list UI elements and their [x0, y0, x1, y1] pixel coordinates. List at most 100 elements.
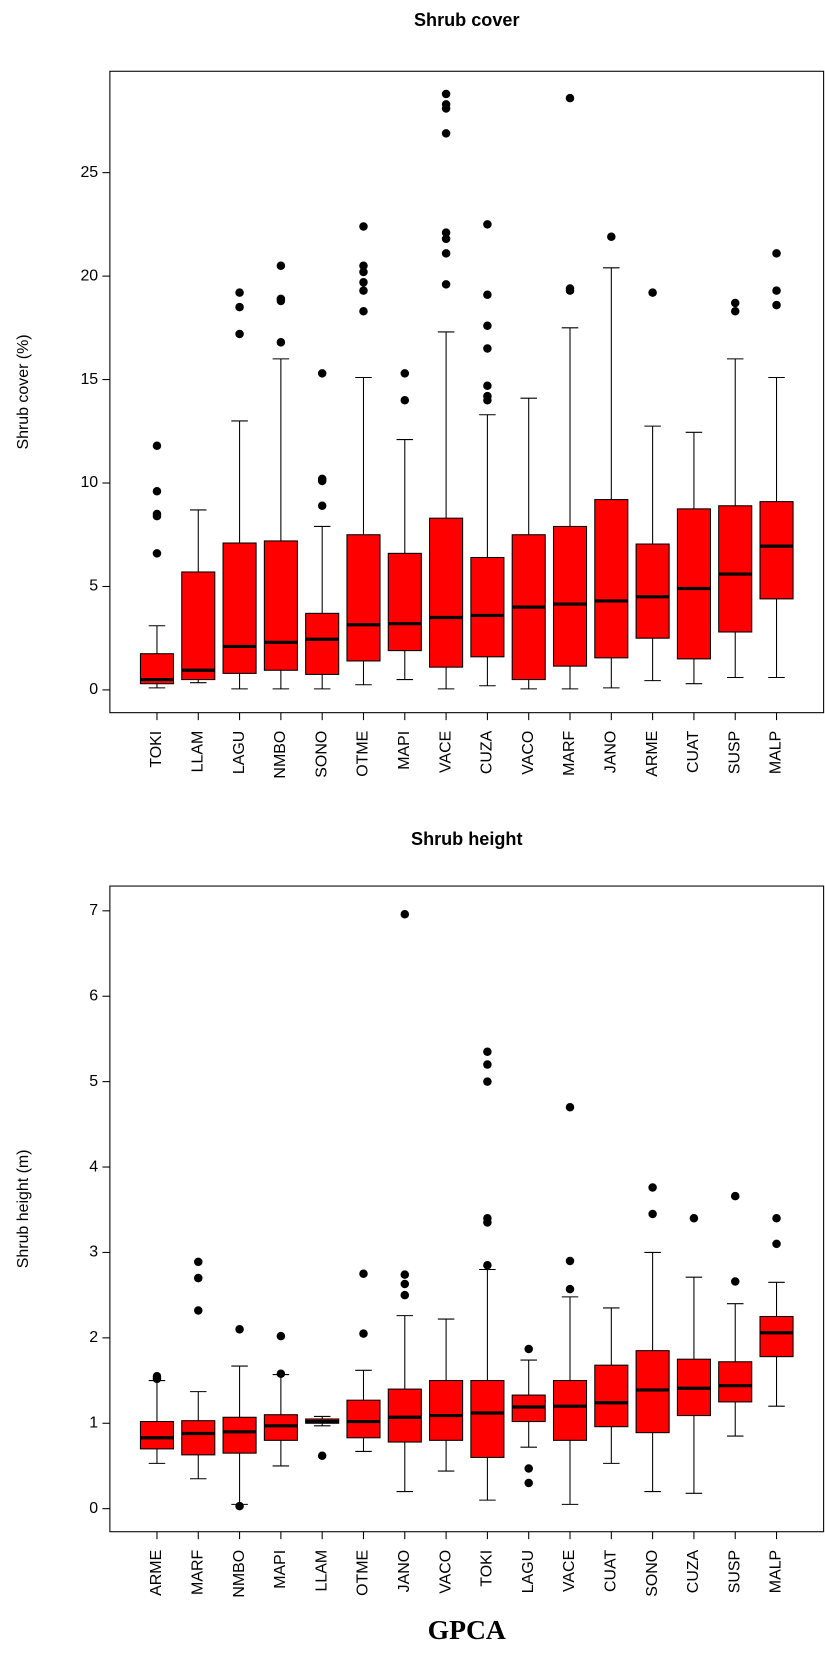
- x-tick-label: OTME: [355, 731, 372, 777]
- outlier: [648, 1183, 657, 1192]
- outlier: [730, 307, 740, 316]
- outlier: [276, 1369, 286, 1378]
- box: [552, 525, 588, 667]
- y-tick-label: 5: [89, 578, 98, 595]
- outlier: [565, 286, 575, 295]
- box: [552, 1380, 588, 1441]
- outlier: [194, 1306, 203, 1315]
- outlier: [772, 1214, 781, 1223]
- y-tick-label: 20: [80, 267, 98, 284]
- outlier: [483, 395, 492, 405]
- x-tick-label: MALP: [768, 731, 785, 774]
- outlier: [441, 249, 451, 258]
- outlier: [730, 298, 740, 308]
- outlier: [152, 441, 162, 451]
- outlier: [152, 1374, 162, 1384]
- x-tick-label: VACE: [437, 731, 454, 773]
- x-tick-label: NMBO: [272, 731, 289, 779]
- outlier: [235, 329, 244, 339]
- outlier: [565, 93, 575, 103]
- outlier: [235, 302, 244, 312]
- outlier: [483, 1261, 492, 1270]
- outlier: [607, 232, 616, 242]
- x-tick-label: CUAT: [685, 730, 702, 772]
- box: [263, 540, 298, 671]
- x-tick-label: NMBO: [231, 1550, 248, 1598]
- x-tick-label: MALP: [768, 1550, 785, 1593]
- outlier: [483, 1218, 492, 1227]
- outlier: [359, 261, 368, 271]
- box: [759, 501, 794, 600]
- outlier: [648, 288, 657, 297]
- y-tick-label: 15: [80, 371, 98, 388]
- outlier: [359, 1329, 368, 1338]
- outlier: [359, 286, 368, 295]
- x-tick-label: VACO: [437, 1550, 454, 1594]
- x-tick-label: SUSP: [726, 731, 743, 774]
- box: [387, 552, 422, 652]
- box: [346, 1399, 381, 1439]
- y-tick-label: 10: [80, 474, 98, 491]
- box: [718, 505, 753, 633]
- x-tick-label: CUZA: [685, 1549, 702, 1593]
- outlier: [648, 1209, 657, 1219]
- box: [470, 1380, 505, 1458]
- outlier: [317, 476, 327, 486]
- box: [718, 1361, 753, 1403]
- x-tick-label: SONO: [644, 1550, 661, 1597]
- y-tick-label: 6: [89, 987, 98, 1004]
- outlier: [772, 286, 781, 295]
- plot-frame: [109, 885, 825, 1533]
- box: [429, 517, 464, 668]
- x-tick-label: MARF: [189, 1550, 206, 1595]
- outlier: [441, 228, 451, 237]
- outlier: [359, 1269, 368, 1279]
- y-tick-label: 7: [89, 902, 98, 919]
- outlier: [276, 296, 286, 306]
- box: [222, 1416, 257, 1454]
- x-tick-label: MARF: [561, 730, 578, 775]
- outlier: [483, 1077, 492, 1086]
- x-tick-label: MAPI: [272, 1550, 289, 1589]
- outlier: [400, 1279, 410, 1289]
- outlier: [235, 1501, 244, 1511]
- outlier: [483, 1060, 492, 1069]
- box: [305, 612, 340, 675]
- outlier: [317, 1451, 327, 1460]
- outlier: [483, 1047, 492, 1056]
- x-tick-label: LAGU: [231, 731, 248, 774]
- outlier: [772, 249, 781, 258]
- box: [594, 499, 629, 659]
- x-tick-label: LAGU: [520, 1550, 537, 1593]
- box: [263, 1414, 298, 1441]
- y-tick-label: 2: [89, 1329, 98, 1346]
- outlier: [441, 234, 451, 244]
- x-tick-label: CUZA: [479, 730, 496, 774]
- outlier: [524, 1478, 533, 1488]
- outlier: [400, 395, 410, 405]
- outlier: [152, 549, 162, 558]
- outlier: [483, 220, 492, 229]
- outlier: [400, 1290, 410, 1300]
- box: [470, 556, 505, 658]
- x-tick-label: JANO: [603, 731, 620, 774]
- box: [635, 543, 670, 639]
- outlier: [730, 1277, 740, 1286]
- outlier: [483, 344, 492, 353]
- outlier: [689, 1214, 699, 1223]
- box: [676, 508, 711, 660]
- y-axis-label: Shrub height (m): [15, 1150, 32, 1269]
- x-tick-label: TOKI: [479, 1550, 496, 1587]
- outlier: [400, 909, 410, 919]
- outlier: [317, 501, 327, 511]
- box: [346, 534, 381, 662]
- outlier: [276, 1331, 286, 1341]
- outlier: [772, 1239, 781, 1249]
- outlier: [152, 487, 162, 496]
- x-tick-label: VACE: [561, 1550, 578, 1592]
- chart-title: Shrub height: [411, 829, 522, 849]
- x-tick-label: ARME: [148, 1550, 165, 1596]
- outlier: [276, 338, 286, 347]
- outlier: [730, 1191, 740, 1201]
